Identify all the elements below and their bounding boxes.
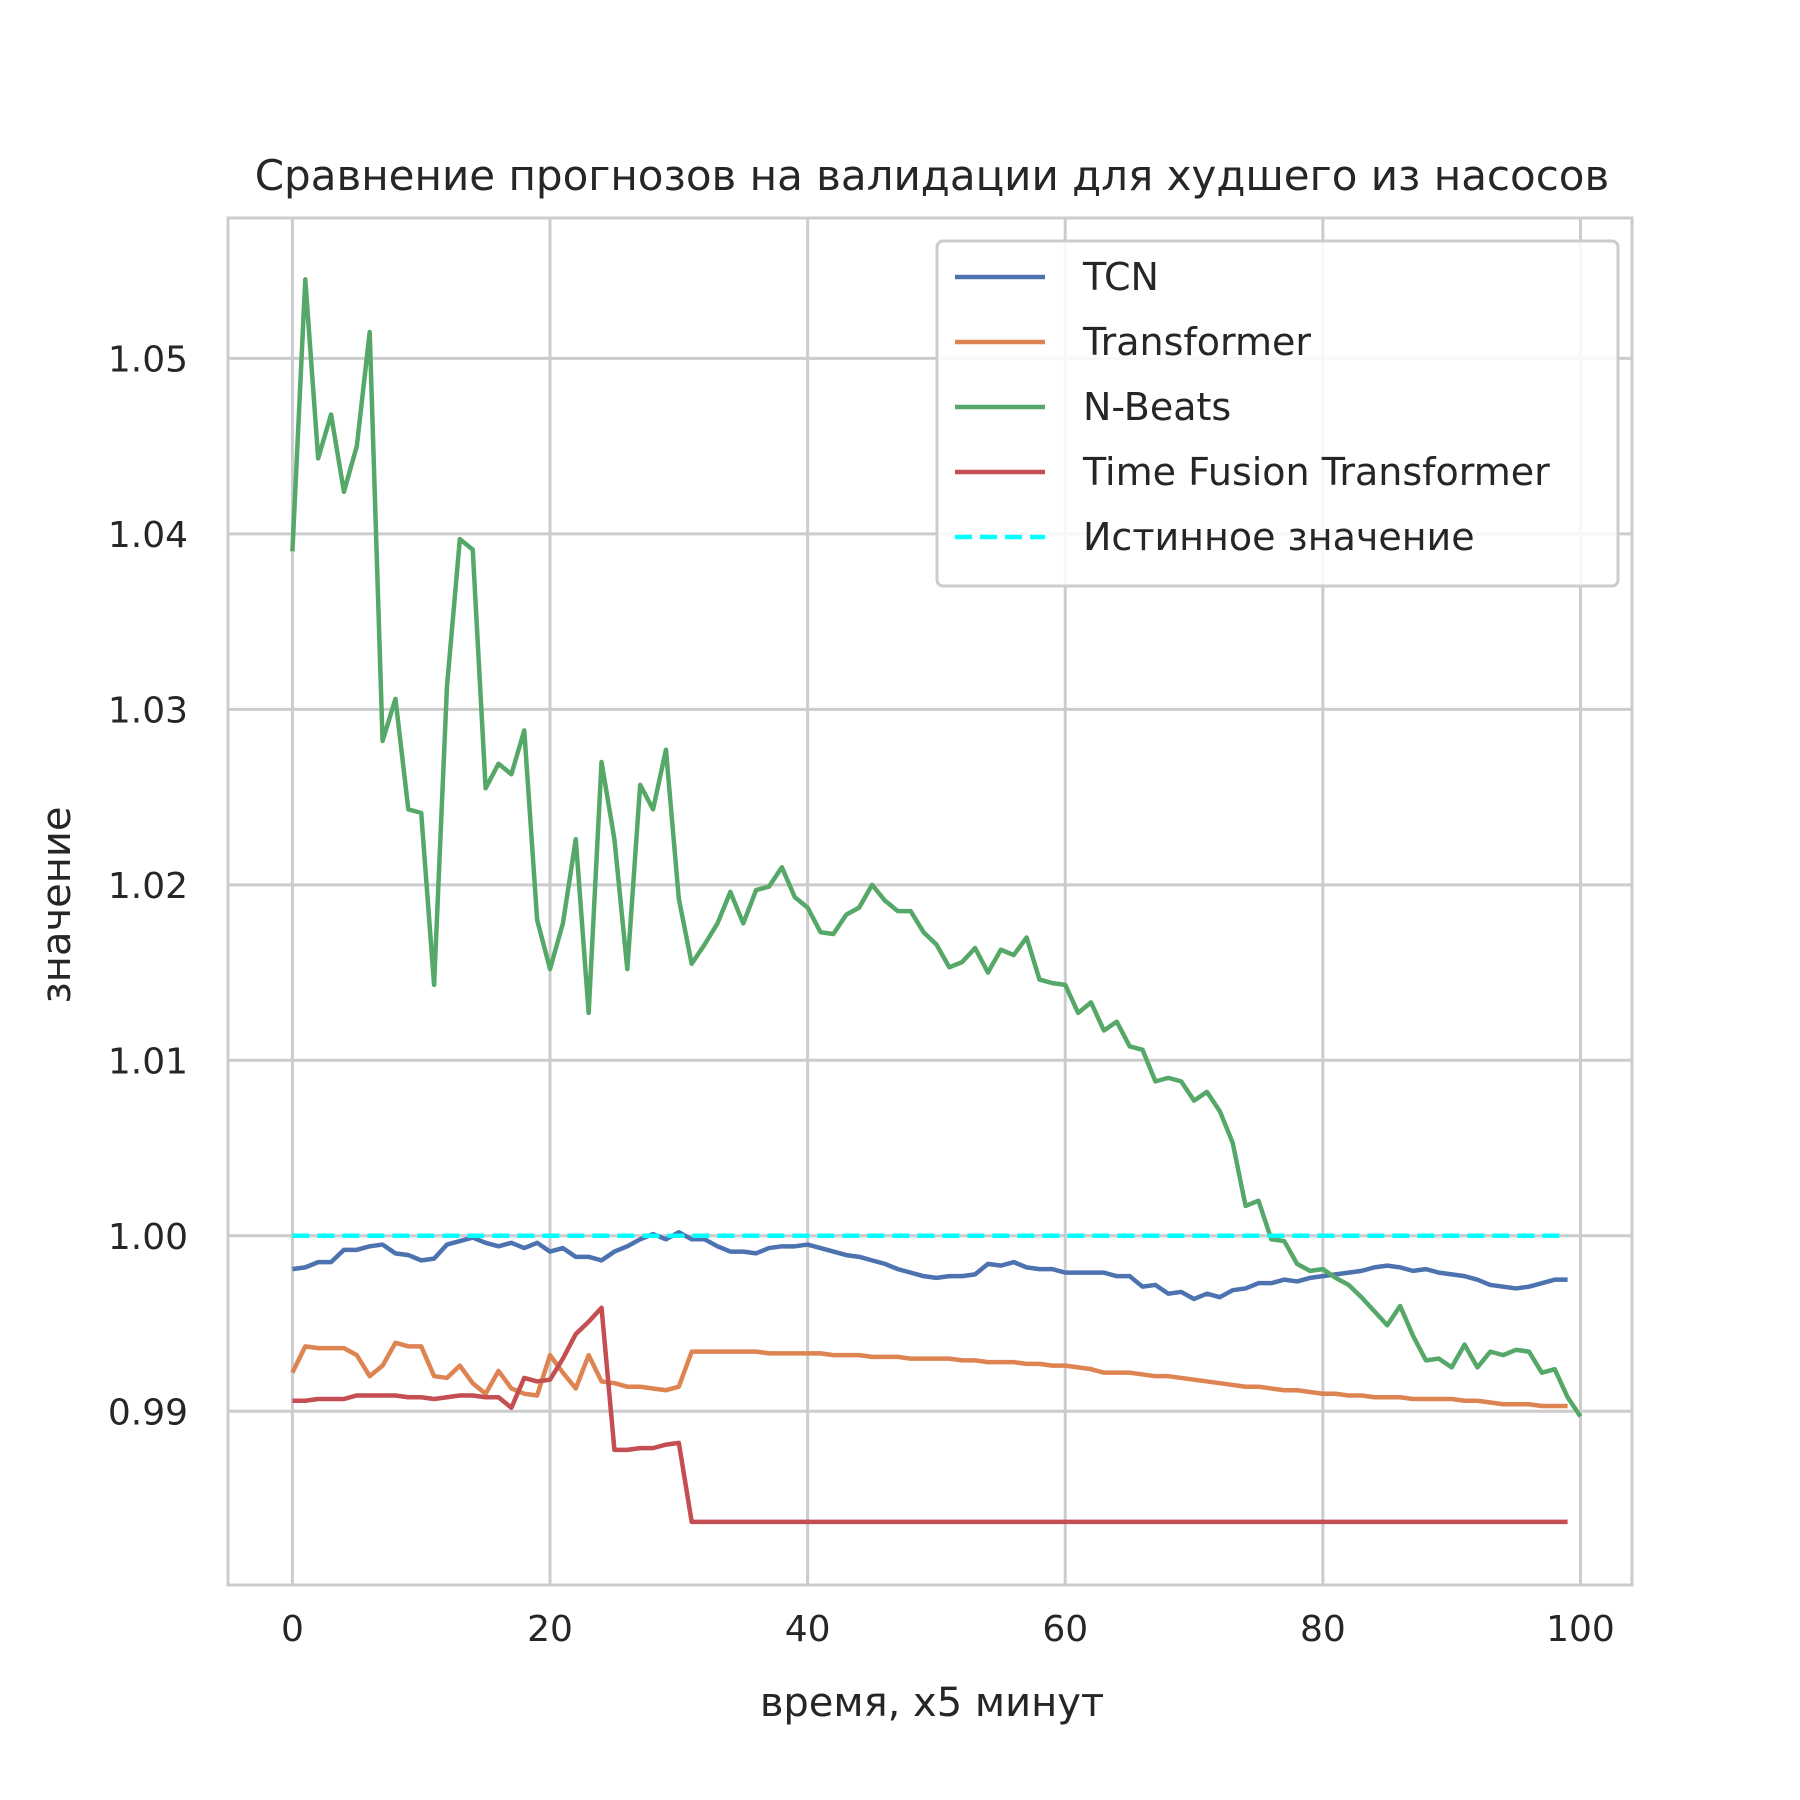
y-tick-label: 1.02 [108, 866, 188, 907]
grid [228, 218, 1632, 1585]
legend: TCN Transformer N-Beats Time Fusion Transfo… [935, 239, 1620, 588]
y-axis-label: значение [34, 807, 80, 1004]
x-tick-label: 100 [1546, 1609, 1615, 1650]
x-axis-label: время, x5 минут [760, 1680, 1104, 1726]
legend-label: TCN [1082, 255, 1159, 299]
y-tick-labels: 0.99 1.00 1.01 1.02 1.03 1.04 1.05 [108, 339, 188, 1433]
y-tick-label: 1.05 [108, 339, 188, 380]
series-line-4 [292, 1305, 1568, 1525]
series-layer [290, 277, 1583, 1525]
x-tick-label: 60 [1042, 1609, 1088, 1650]
legend-label: Time Fusion Transformer [1082, 450, 1550, 494]
plot-frame [226, 216, 1634, 1587]
y-tick-label: 1.01 [108, 1041, 188, 1082]
legend-box [935, 239, 1620, 588]
chart-title: Сравнение прогнозов на валидации для худ… [255, 151, 1610, 200]
series-line-1 [292, 1230, 1568, 1302]
legend-label: Transformer [1082, 320, 1311, 364]
y-tick-label: 1.00 [108, 1217, 188, 1258]
y-tick-label: 0.99 [108, 1392, 188, 1433]
series-line-3 [290, 277, 1583, 1418]
x-tick-labels: 0 20 40 60 80 100 [281, 1609, 1615, 1650]
legend-label: Истинное значение [1083, 515, 1475, 559]
x-tick-label: 40 [785, 1609, 831, 1650]
x-tick-label: 80 [1300, 1609, 1346, 1650]
x-tick-label: 0 [281, 1609, 304, 1650]
y-tick-label: 1.04 [108, 515, 188, 556]
x-tick-label: 20 [527, 1609, 573, 1650]
series-line-2 [290, 1340, 1568, 1409]
legend-label: N-Beats [1083, 385, 1231, 429]
y-tick-label: 1.03 [108, 690, 188, 731]
